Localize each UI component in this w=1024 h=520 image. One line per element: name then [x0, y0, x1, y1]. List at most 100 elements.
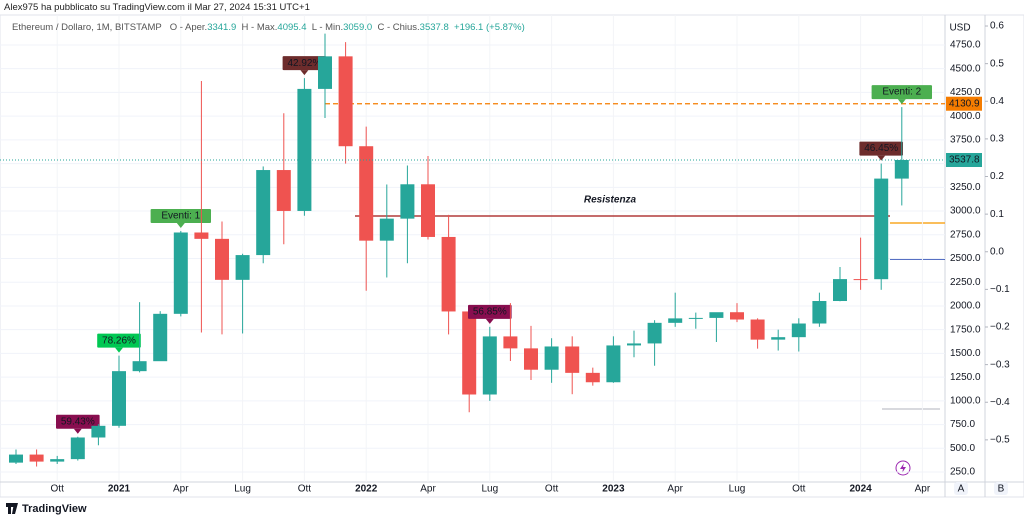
x-tick-label: 2023 [602, 484, 625, 495]
button-label[interactable]: B [998, 484, 1005, 495]
candle-body [359, 146, 374, 241]
flag-tip [300, 70, 309, 76]
flag-tip [115, 347, 123, 353]
ohlc-value: 4095.4 [277, 22, 307, 33]
candle-body [668, 318, 683, 323]
y-tick-label: 500.0 [950, 443, 975, 454]
x-tick-label: Lug [481, 484, 498, 495]
candle-body [400, 184, 415, 219]
candle-body [379, 218, 394, 241]
y-tick-label: 1250.0 [950, 372, 981, 383]
y-tick-label: 2750.0 [950, 229, 981, 240]
frame [0, 14, 1024, 498]
x-tick-label: Lug [729, 484, 746, 495]
y-tick-label: 2000.0 [950, 301, 981, 312]
y2-tick-label: −0.5 [990, 435, 1010, 446]
flag [97, 333, 141, 348]
event-icon[interactable] [895, 460, 911, 476]
candle-body [730, 312, 744, 320]
y-tick-label: 1500.0 [950, 348, 981, 359]
candle-body [235, 255, 250, 280]
candle-body [441, 236, 456, 312]
x-tick-label: Apr [667, 484, 683, 495]
flag-tip [897, 99, 906, 105]
event-icon-bolt [900, 463, 906, 473]
y-tick-label: 4000.0 [950, 111, 981, 122]
level-tag-label: 4130.9 [949, 98, 980, 109]
x-tick-label: 2022 [355, 484, 378, 495]
candle-body [791, 323, 806, 338]
flag-label: 46.45% [864, 143, 898, 154]
y2-tick-label: −0.4 [990, 397, 1010, 408]
candle-body [565, 346, 580, 373]
candle-body [874, 178, 889, 280]
y-tick-label: 1000.0 [950, 395, 981, 406]
x-tick-label: 2021 [108, 484, 131, 495]
button[interactable] [994, 482, 1008, 495]
ohlc-label: O - Aper. [169, 22, 208, 33]
last-price-tag [946, 153, 982, 168]
flag [282, 56, 327, 71]
candle-body [585, 372, 600, 383]
candle-body [256, 170, 271, 256]
y-tick-label: 3000.0 [950, 206, 981, 217]
button-label[interactable]: A [958, 484, 965, 495]
author-note: Alex975 ha pubblicato su TradingView.com… [4, 2, 310, 13]
candle-body [853, 279, 868, 281]
y-tick-label: 2250.0 [950, 277, 981, 288]
symbol-legend: Ethereum / Dollaro, 1M, BITSTAMP O - Ape… [12, 22, 525, 33]
flag [871, 85, 932, 100]
symbol: Ethereum / Dollaro, 1M, BITSTAMP [12, 22, 162, 33]
x-tick-label: Ott [298, 484, 312, 495]
y-tick-label: 1750.0 [950, 324, 981, 335]
last-price-label: 3537.8 [949, 155, 980, 166]
candle-body [29, 454, 44, 462]
candle-body [338, 56, 353, 147]
y2-tick-label: 0.5 [990, 58, 1004, 69]
candle-body [833, 279, 847, 302]
candle-body [482, 336, 497, 395]
candle-body [132, 361, 147, 372]
candle-body [421, 184, 435, 237]
brand-logo [6, 503, 18, 514]
candle-body [70, 437, 85, 460]
candle-body [153, 313, 168, 362]
candle-body [771, 337, 786, 340]
flag-label: 78.26% [102, 335, 136, 346]
y2-tick-label: −0.2 [990, 322, 1010, 333]
y-tick-label: 3250.0 [950, 182, 981, 193]
candle-body [524, 348, 538, 370]
candle-body [215, 238, 229, 280]
x-tick-label: Lug [234, 484, 251, 495]
candle-body [112, 371, 126, 426]
candle-body [194, 232, 209, 239]
button[interactable] [954, 482, 968, 495]
ohlc-value: 3059.0 [343, 22, 373, 33]
candle-body [91, 425, 106, 438]
y2-tick-label: 0.1 [990, 209, 1004, 220]
ohlc-label: H - Max. [241, 22, 278, 33]
y-tick-label: 3750.0 [950, 135, 981, 146]
x-tick-label: Ott [545, 484, 559, 495]
candle-body [318, 56, 332, 89]
y-tick-label: 2500.0 [950, 253, 981, 264]
x-tick-label: Apr [420, 484, 436, 495]
candle-body [894, 160, 909, 179]
y-tick-label: 4750.0 [950, 40, 981, 51]
x-tick-label: 2024 [849, 484, 872, 495]
candle-body [50, 459, 65, 462]
candle-body [688, 317, 703, 319]
y2-tick-label: −0.3 [990, 359, 1010, 370]
candle-body [297, 88, 312, 211]
candle-body [750, 319, 765, 340]
x-tick-label: Apr [915, 484, 931, 495]
candle-body [173, 232, 188, 314]
candle-body [462, 311, 477, 395]
change: +196.1 (+5.87%) [454, 22, 525, 33]
flag [150, 208, 211, 223]
flag-tip [73, 428, 82, 434]
y2-tick-label: 0.2 [990, 171, 1004, 182]
y2-tick-label: 0.4 [990, 96, 1004, 107]
currency: USD [949, 23, 970, 34]
